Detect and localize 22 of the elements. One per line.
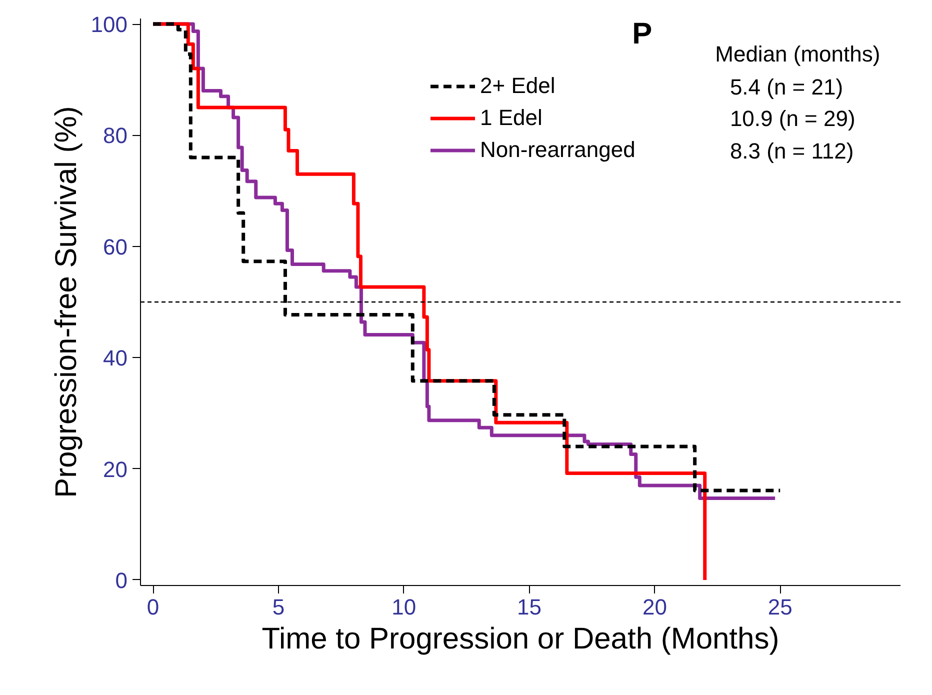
legend-label: 1 Edel bbox=[480, 104, 542, 132]
y-axis-title: Progression-free Survival (%) bbox=[50, 106, 83, 498]
x-tick-label: 0 bbox=[146, 594, 160, 620]
x-tick-label: 5 bbox=[272, 594, 285, 620]
y-tick-label: 40 bbox=[103, 346, 128, 371]
y-tick-label: 80 bbox=[103, 123, 128, 148]
annotation: Median (months) bbox=[715, 42, 880, 67]
legend-label: 2+ Edel bbox=[480, 72, 556, 100]
annotation: 8.3 (n = 112) bbox=[730, 138, 854, 164]
annotation: 10.9 (n = 29) bbox=[730, 106, 856, 132]
y-tick-label: 0 bbox=[115, 568, 128, 593]
x-axis-title: Time to Progression or Death (Months) bbox=[262, 622, 780, 656]
x-tick-label: 20 bbox=[642, 594, 667, 620]
annotation: 5.4 (n = 21) bbox=[730, 74, 844, 100]
y-tick-label: 60 bbox=[103, 234, 128, 260]
annotation: P bbox=[632, 18, 652, 51]
x-tick-label: 25 bbox=[768, 594, 792, 620]
y-tick-label: 20 bbox=[103, 456, 128, 482]
x-tick-label: 10 bbox=[392, 594, 416, 620]
x-tick-label: 15 bbox=[517, 594, 542, 620]
y-tick-label: 100 bbox=[90, 12, 128, 38]
legend-label: Non-rearranged bbox=[480, 136, 636, 164]
